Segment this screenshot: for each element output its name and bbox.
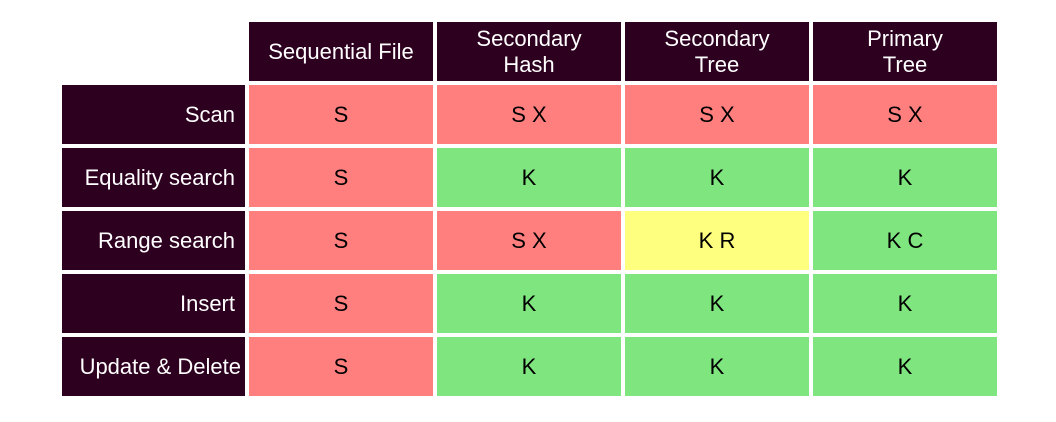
column-header-primary-tree: Primary Tree xyxy=(813,22,997,81)
table-cell: K xyxy=(813,274,997,333)
table-cell: S X xyxy=(437,211,621,270)
table-cell: K R xyxy=(625,211,809,270)
column-header-line1: Sequential File xyxy=(268,38,414,64)
table-cell: K xyxy=(625,337,809,396)
table-cell: K C xyxy=(813,211,997,270)
row-header-insert: Insert xyxy=(62,274,245,333)
column-header-line1: Secondary xyxy=(664,25,770,51)
table-cell: K xyxy=(625,274,809,333)
table-cell: K xyxy=(625,148,809,207)
column-header-line1: Secondary xyxy=(476,25,582,51)
table-cell: S X xyxy=(437,85,621,144)
table-cell: S X xyxy=(813,85,997,144)
table-cell: S xyxy=(249,337,433,396)
table-cell: S xyxy=(249,274,433,333)
row-header-range-search: Range search xyxy=(62,211,245,270)
column-header-secondary-tree: Secondary Tree xyxy=(625,22,809,81)
table-cell: S X xyxy=(625,85,809,144)
table-cell: S xyxy=(249,211,433,270)
table-cell: K xyxy=(813,148,997,207)
table-corner xyxy=(62,22,245,81)
column-header-line2: Hash xyxy=(503,51,555,77)
table-cell: S xyxy=(249,148,433,207)
table-cell: K xyxy=(437,337,621,396)
column-header-line2: Tree xyxy=(694,51,740,77)
table-cell: K xyxy=(437,274,621,333)
table-cell: S xyxy=(249,85,433,144)
row-header-scan: Scan xyxy=(62,85,245,144)
comparison-table: Sequential File Secondary Hash Secondary… xyxy=(62,22,997,396)
table-cell: K xyxy=(813,337,997,396)
column-header-line1: Primary xyxy=(867,25,943,51)
table-cell: K xyxy=(437,148,621,207)
column-header-secondary-hash: Secondary Hash xyxy=(437,22,621,81)
column-header-sequential-file: Sequential File xyxy=(249,22,433,81)
row-header-update-delete: Update & Delete xyxy=(62,337,245,396)
column-header-line2: Tree xyxy=(882,51,928,77)
row-header-equality-search: Equality search xyxy=(62,148,245,207)
